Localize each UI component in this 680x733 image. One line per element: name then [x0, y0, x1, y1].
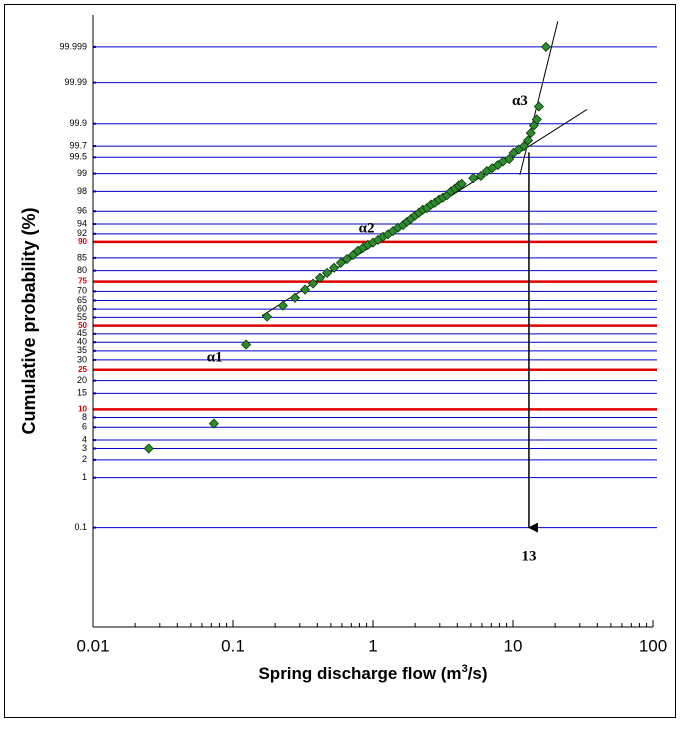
data-point: [241, 339, 252, 350]
data-point: [475, 170, 486, 182]
y-tick-label: 0.1: [74, 522, 87, 532]
data-point: [531, 114, 542, 125]
y-tick-label: 35: [77, 345, 87, 355]
y-tick-label: 15: [77, 388, 87, 398]
data-point: [504, 153, 515, 165]
y-tick-label: 85: [77, 252, 87, 262]
y-tick-label: 92: [77, 228, 87, 238]
reference-tick-label: 10: [78, 405, 87, 414]
y-tick-label: 1: [82, 472, 87, 482]
data-point: [143, 443, 154, 454]
x-tick-label: 0.1: [221, 636, 245, 655]
y-axis-label: Cumulative probability (%): [19, 207, 39, 434]
y-tick-label: 3: [82, 443, 87, 453]
y-tick-label: 30: [77, 354, 87, 364]
x-tick-label: 0.01: [76, 636, 109, 655]
y-tick-label: 8: [82, 412, 87, 422]
data-point: [322, 267, 333, 279]
y-tick-label: 65: [77, 295, 87, 305]
annotation: α2: [359, 221, 375, 237]
x-axis-label-part: 3: [462, 663, 468, 675]
data-point: [307, 278, 319, 289]
reference-tick-label: 25: [78, 365, 87, 374]
y-tick-label: 98: [77, 186, 87, 196]
data-point: [314, 272, 326, 283]
reference-tick-label: 90: [78, 237, 87, 246]
data-point: [335, 257, 346, 268]
data-point: [540, 41, 552, 52]
data-point: [208, 418, 219, 429]
y-tick-label: 94: [77, 218, 87, 228]
data-point: [299, 284, 311, 295]
data-point: [341, 253, 353, 265]
y-tick-label: 60: [77, 303, 87, 313]
data-point: [277, 300, 288, 311]
y-tick-label: 40: [77, 337, 87, 347]
chart-frame: [4, 4, 676, 718]
y-tick-label: 55: [77, 312, 87, 322]
y-tick-label: 96: [77, 206, 87, 216]
x-tick-label: 100: [639, 636, 667, 655]
data-point: [328, 262, 340, 273]
annotation: α1: [207, 349, 223, 365]
data-point: [261, 311, 273, 322]
y-tick-label: 45: [77, 328, 87, 338]
data-point: [525, 127, 536, 139]
y-tick-label: 99.9: [69, 118, 87, 128]
x-tick-label: 1: [368, 636, 377, 655]
y-tick-label: 80: [77, 265, 87, 275]
x-axis-label: Spring discharge flow (m3/s): [258, 663, 487, 684]
y-tick-label: 99.999: [59, 41, 87, 51]
x-axis-label-part: /s): [468, 664, 488, 683]
data-point: [533, 101, 544, 112]
reference-tick-label: 50: [78, 321, 87, 330]
fit-line: [519, 21, 559, 176]
reference-tick-label: 75: [78, 277, 87, 286]
annotation: 13: [521, 548, 536, 564]
y-tick-label: 6: [82, 422, 87, 432]
data-point: [289, 292, 301, 303]
data-point: [456, 178, 467, 189]
y-tick-label: 4: [82, 434, 87, 444]
annotation: α3: [512, 93, 528, 109]
y-tick-label: 70: [77, 286, 87, 296]
x-tick-label: 10: [504, 636, 523, 655]
y-tick-label: 20: [77, 375, 87, 385]
y-tick-label: 2: [82, 454, 87, 464]
y-tick-label: 99.7: [69, 140, 87, 150]
data-point: [522, 135, 534, 146]
x-axis-label-part: Spring discharge flow (m: [258, 664, 461, 683]
y-tick-label: 99.99: [64, 77, 87, 87]
data-point: [468, 173, 479, 184]
y-tick-label: 99.5: [69, 152, 87, 162]
y-tick-label: 99: [77, 168, 87, 178]
